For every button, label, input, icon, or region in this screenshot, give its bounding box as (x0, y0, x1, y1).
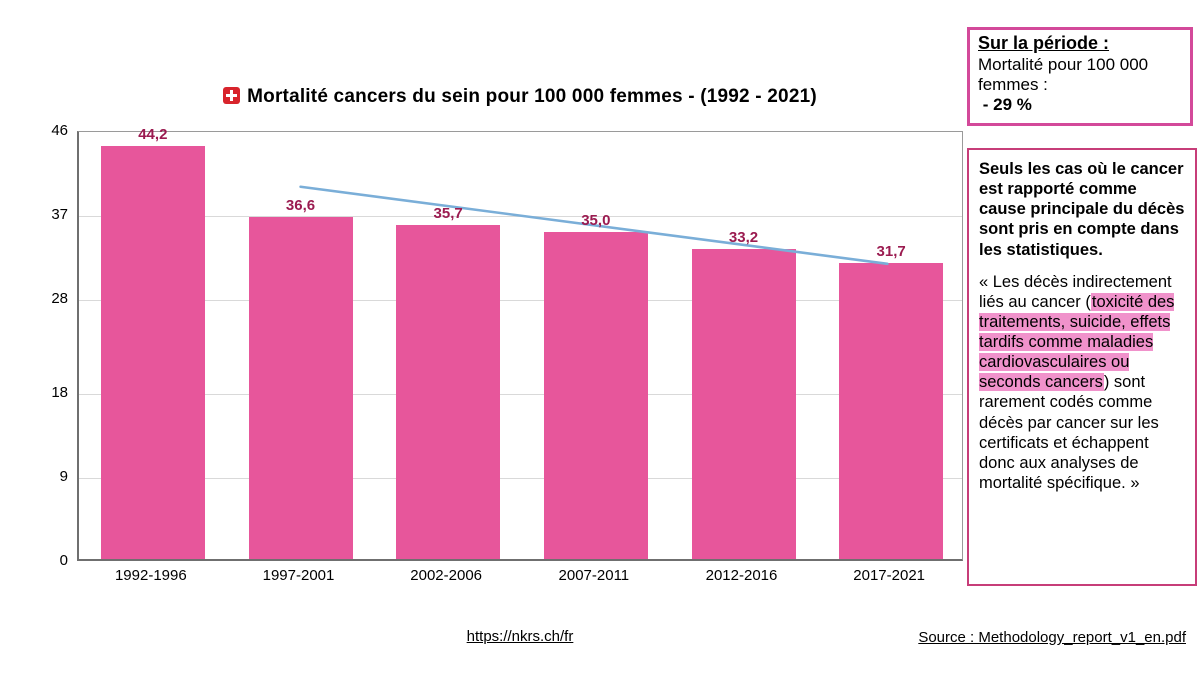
bar-2012-2016 (691, 248, 796, 559)
note-lead: Seuls les cas où le cancer est rapporté … (979, 160, 1185, 259)
bar-2002-2006 (396, 225, 501, 559)
note-box: Seuls les cas où le cancer est rapporté … (967, 148, 1197, 586)
swiss-flag-icon (223, 87, 241, 110)
x-tick-label: 2002-2006 (410, 567, 483, 584)
x-tick-label: 2012-2016 (705, 567, 778, 584)
summary-body: Mortalité pour 100 000 femmes : (978, 54, 1149, 94)
y-tick-label: 46 (51, 122, 68, 139)
footer-center: https://nkrs.ch/fr (77, 628, 963, 645)
x-tick-label: 1997-2001 (262, 567, 335, 584)
bar-2017-2021 (839, 262, 944, 559)
bar-chart-plot-area: 44,2 36,6 35,7 35,0 33,2 31,7 (77, 126, 963, 561)
quote-text: « Les décès indirectement liés au cancer… (979, 272, 1172, 311)
bar-value-label: 35,0 (581, 211, 611, 229)
note-quote: « Les décès indirectement liés au cancer… (979, 272, 1186, 493)
gridline (79, 393, 962, 395)
gridline (79, 300, 962, 302)
y-tick-label: 18 (51, 383, 68, 401)
bar-1997-2001 (248, 216, 353, 559)
x-tick-label: 2007-2011 (558, 567, 630, 584)
x-tick-label: 1992-1996 (114, 567, 187, 584)
trend-line (299, 185, 889, 266)
gridline (79, 477, 962, 479)
x-tick-label: 2017-2021 (853, 567, 926, 584)
y-tick-label: 37 (51, 206, 68, 224)
summary-box: Sur la période : Mortalité pour 100 000 … (967, 27, 1193, 126)
chart-title-row: Mortalité cancers du sein pour 100 000 f… (77, 86, 963, 110)
bar-2007-2011 (543, 231, 648, 559)
summary-value: - 29 % (978, 95, 1032, 115)
y-tick-label: 0 (59, 552, 68, 569)
bar-value-label: 44,2 (138, 125, 168, 143)
footer-right: Source : Methodology_report_v1_en.pdf (918, 629, 1186, 646)
y-tick-label: 9 (59, 467, 68, 485)
site-link[interactable]: https://nkrs.ch/fr (466, 628, 574, 645)
y-tick-label: 28 (51, 290, 68, 308)
source-link[interactable]: Source : Methodology_report_v1_en.pdf (918, 629, 1186, 646)
chart-title: Mortalité cancers du sein pour 100 000 f… (247, 86, 817, 107)
quote-text: ) sont rarement codés comme décès par ca… (979, 373, 1159, 492)
summary-heading: Sur la période : (978, 33, 1110, 53)
bar-value-label: 35,7 (433, 205, 463, 223)
bar-value-label: 31,7 (876, 242, 906, 260)
bar-1992-1996 (100, 145, 205, 559)
bar-value-label: 36,6 (285, 196, 316, 214)
bar-value-label: 33,2 (728, 228, 759, 246)
